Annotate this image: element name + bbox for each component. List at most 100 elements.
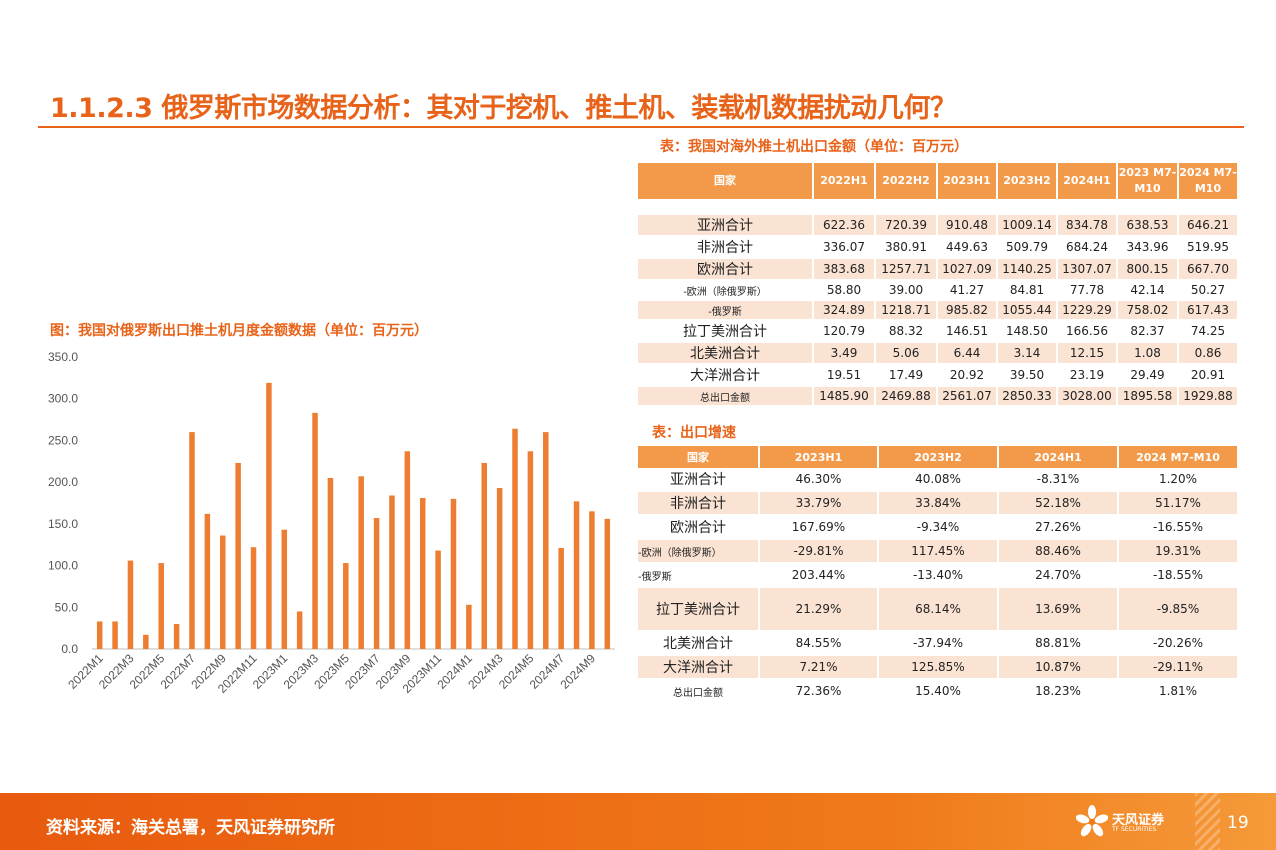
table-row: 亚洲合计 622.36 720.39 910.48 1009.14 834.78 638.5… <box>638 214 1239 237</box>
table1-header-cell: 2023H1 <box>937 163 998 199</box>
table-row: -俄罗斯 203.44% -13.40% 24.70% -18.55% <box>638 563 1239 588</box>
table-row: 北美洲合计 3.49 5.06 6.44 3.14 12.15 1.08 0.86 <box>638 342 1239 365</box>
region-name-cell: -俄罗斯 <box>638 300 814 321</box>
value-cell: 1218.71 <box>875 300 938 321</box>
value-cell: 617.43 <box>1178 300 1239 321</box>
bar <box>358 476 364 649</box>
region-name-cell: 总出口金额 <box>638 679 760 704</box>
value-cell: 82.37 <box>1117 320 1179 343</box>
value-cell: -9.85% <box>1118 587 1239 632</box>
value-cell: 84.55% <box>759 631 879 656</box>
bar <box>419 497 426 649</box>
value-cell: 88.32 <box>875 320 938 343</box>
value-cell: 39.00 <box>875 280 938 301</box>
bar <box>189 432 195 649</box>
table-row: 欧洲合计 383.68 1257.71 1027.09 1140.25 1307.07 80… <box>638 258 1239 281</box>
bar <box>527 451 534 649</box>
value-cell: 20.92 <box>937 364 998 387</box>
value-cell: 18.23% <box>998 679 1119 704</box>
value-cell: -29.81% <box>759 539 879 564</box>
value-cell: 17.49 <box>875 364 938 387</box>
value-cell: 1.08 <box>1117 342 1179 365</box>
table-row: 欧洲合计 167.69% -9.34% 27.26% -16.55% <box>638 515 1239 540</box>
value-cell: 1257.71 <box>875 258 938 281</box>
value-cell: 24.70% <box>998 563 1119 588</box>
flower-logo-icon <box>1075 805 1109 837</box>
value-cell: 800.15 <box>1117 258 1179 281</box>
table1-header-cell: 2024 M7-M10 <box>1178 163 1239 199</box>
value-cell: 148.50 <box>997 320 1058 343</box>
value-cell: -8.31% <box>998 468 1119 492</box>
table-row: 大洋洲合计 19.51 17.49 20.92 39.50 23.19 29.49 20.91 <box>638 364 1239 387</box>
value-cell: 343.96 <box>1117 236 1179 259</box>
region-name-cell: 欧洲合计 <box>638 258 814 281</box>
bar <box>143 634 149 649</box>
value-cell: 33.84% <box>878 491 999 516</box>
bar <box>112 621 118 649</box>
region-name-cell: 欧洲合计 <box>638 515 760 540</box>
footer-bar: 资料来源：海关总署，天风证券研究所 天风证券 TF SECURITIES 19 <box>0 793 1276 850</box>
table-row: 非洲合计 336.07 380.91 449.63 509.79 684.24 343.96… <box>638 236 1239 259</box>
company-logo: 天风证券 TF SECURITIES <box>1075 805 1176 839</box>
value-cell: 39.50 <box>997 364 1058 387</box>
bar <box>435 550 441 649</box>
value-cell: 3028.00 <box>1057 386 1118 407</box>
table-row: 拉丁美洲合计 21.29% 68.14% 13.69% -9.85% <box>638 587 1239 632</box>
page-number: 19 <box>1227 813 1249 833</box>
table2-header-cell: 2023H2 <box>878 446 999 468</box>
value-cell: 1027.09 <box>937 258 998 281</box>
y-tick-label: 0.0 <box>61 642 78 656</box>
value-cell: 1895.58 <box>1117 386 1179 407</box>
table2-header-row: 国家 2023H1 2023H2 2024H1 2024 M7-M10 <box>638 446 1239 468</box>
value-cell: 19.51 <box>813 364 876 387</box>
bar <box>220 535 226 649</box>
table1-header-cell: 2022H2 <box>875 163 938 199</box>
value-cell: 68.14% <box>878 587 999 632</box>
table-row: 总出口金额 1485.90 2469.88 2561.07 2850.33 3028.00… <box>638 386 1239 407</box>
value-cell: 46.30% <box>759 468 879 492</box>
value-cell: 834.78 <box>1057 214 1118 237</box>
y-tick-label: 100.0 <box>48 559 78 573</box>
value-cell: 720.39 <box>875 214 938 237</box>
value-cell: -29.11% <box>1118 655 1239 680</box>
table2-caption: 表：出口增速 <box>652 425 736 441</box>
value-cell: 1229.29 <box>1057 300 1118 321</box>
value-cell: 1307.07 <box>1057 258 1118 281</box>
source-note: 资料来源：海关总署，天风证券研究所 <box>46 818 335 838</box>
region-name-cell: 非洲合计 <box>638 491 760 516</box>
value-cell: -9.34% <box>878 515 999 540</box>
table1-header-cell: 2023H2 <box>997 163 1058 199</box>
region-name-cell: 大洋洲合计 <box>638 655 760 680</box>
value-cell: 27.26% <box>998 515 1119 540</box>
value-cell: 52.18% <box>998 491 1119 516</box>
value-cell: 84.81 <box>997 280 1058 301</box>
value-cell: 684.24 <box>1057 236 1118 259</box>
value-cell: 146.51 <box>937 320 998 343</box>
title-divider <box>38 126 1244 128</box>
value-cell: 1929.88 <box>1178 386 1239 407</box>
value-cell: 7.21% <box>759 655 879 680</box>
bar <box>389 495 395 649</box>
table2-header-cell: 2024H1 <box>998 446 1119 468</box>
region-name-cell: 非洲合计 <box>638 236 814 259</box>
value-cell: 519.95 <box>1178 236 1239 259</box>
russia-monthly-bar-chart: 0.0 50.0 100.0 150.0 200.0 250.0 300.0 350.0 202… <box>48 350 615 696</box>
value-cell: 20.91 <box>1178 364 1239 387</box>
value-cell: 10.87% <box>998 655 1119 680</box>
bar <box>158 563 164 649</box>
table2-header-cell: 2023H1 <box>759 446 879 468</box>
table1-header-cell: 国家 <box>638 163 814 199</box>
bar <box>173 623 180 649</box>
bar <box>604 518 611 649</box>
bar <box>543 432 549 649</box>
value-cell: -37.94% <box>878 631 999 656</box>
bar <box>481 462 487 649</box>
region-name-cell: 北美洲合计 <box>638 631 760 656</box>
value-cell: 58.80 <box>813 280 876 301</box>
value-cell: 77.78 <box>1057 280 1118 301</box>
table-row: 总出口金额 72.36% 15.40% 18.23% 1.81% <box>638 679 1239 704</box>
y-tick-label: 300.0 <box>48 392 78 406</box>
value-cell: 33.79% <box>759 491 879 516</box>
bar <box>558 548 564 649</box>
value-cell: 41.27 <box>937 280 998 301</box>
